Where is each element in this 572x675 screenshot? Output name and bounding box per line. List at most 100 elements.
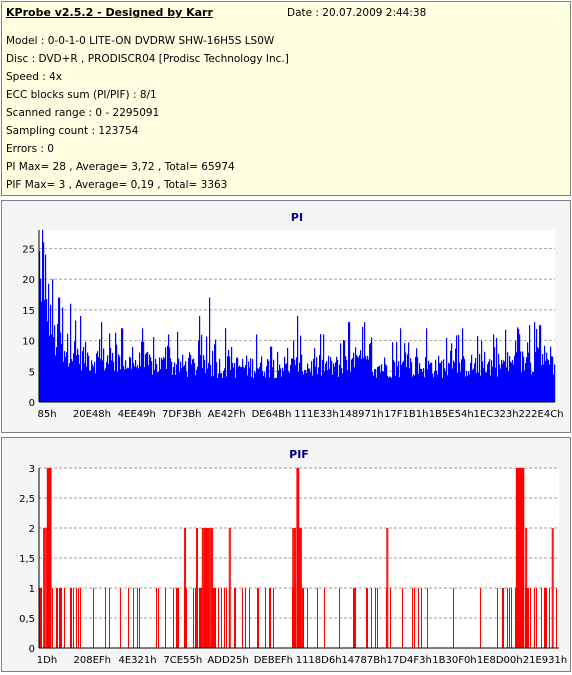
pif-bar — [302, 588, 303, 648]
pi-bar — [159, 357, 161, 402]
pif-bar — [201, 528, 203, 648]
pi-bar — [540, 325, 542, 402]
pif-bar — [196, 528, 198, 648]
pi-bar — [452, 368, 454, 402]
pi-bar — [82, 351, 84, 402]
pi-bar — [62, 307, 64, 402]
pi-bar — [279, 364, 281, 402]
pi-bar — [411, 362, 413, 402]
pi-bar — [413, 374, 415, 402]
pi-bar — [107, 355, 109, 402]
pif-bar — [355, 588, 356, 648]
pif-bar — [205, 528, 207, 648]
pi-bar — [237, 357, 239, 402]
pif-bar — [367, 588, 368, 648]
pi-bar — [123, 365, 125, 402]
pi-bar — [408, 342, 410, 402]
pif-bar — [212, 528, 214, 648]
pi-bar — [52, 279, 54, 402]
pi-bar — [317, 374, 319, 402]
pif-bar — [297, 468, 299, 648]
pi-bar — [250, 358, 252, 402]
pi-chart-panel: PI 0 5 10 15 20 25 85h 20E48h 4EE49h 7DF3Bh AE42Fh D… — [1, 200, 571, 433]
pif-x-tick-label: ADD25h — [207, 655, 248, 666]
pi-bar — [465, 376, 467, 402]
pi-bar — [286, 363, 288, 402]
pif-bar — [211, 528, 213, 648]
pi-bar — [49, 335, 51, 402]
pi-bar — [333, 363, 335, 402]
pi-bar — [544, 345, 546, 402]
pi-bar — [290, 364, 292, 402]
pi-bar — [91, 360, 93, 402]
pi-bar — [68, 366, 70, 402]
pi-bar — [431, 362, 433, 402]
pi-bar — [275, 377, 277, 402]
pi-bar — [370, 342, 372, 402]
pi-bar — [383, 371, 385, 402]
pi-bar — [56, 347, 58, 402]
pi-bar — [439, 363, 441, 402]
pi-bar — [194, 363, 196, 402]
pi-bar — [65, 356, 67, 402]
pi-bar — [393, 359, 395, 402]
pi-bar — [184, 365, 186, 402]
pif-bar — [386, 528, 388, 648]
info-line-pif-stats: PIF Max= 3 , Average= 0,19 , Total= 3363 — [6, 179, 228, 191]
pi-bar — [474, 363, 476, 402]
pif-bar — [52, 588, 53, 648]
pif-x-tick-label: 1Dh — [37, 655, 57, 666]
pi-bar — [523, 356, 525, 402]
pi-bar — [405, 352, 407, 402]
pi-bar — [113, 361, 115, 402]
pi-bar — [334, 366, 336, 402]
pi-bar — [249, 367, 251, 402]
pi-bar — [137, 365, 139, 402]
pif-bar — [59, 588, 60, 648]
pi-bar — [365, 355, 367, 402]
pi-bar — [145, 354, 147, 402]
pi-bar — [502, 363, 504, 402]
pi-bar — [518, 329, 520, 402]
scan-date: Date : 20.07.2009 2:44:38 — [287, 7, 427, 19]
pi-bar — [392, 342, 394, 402]
pi-bar — [543, 364, 545, 402]
pi-bar — [181, 368, 183, 402]
pif-bar — [503, 588, 504, 648]
pi-chart: PI 0 5 10 15 20 25 85h 20E48h 4EE49h 7DF3Bh AE42Fh D… — [22, 211, 563, 420]
pi-bars — [39, 230, 556, 402]
pi-bar — [455, 348, 457, 402]
pi-bar — [491, 360, 493, 402]
pi-bar — [43, 242, 45, 402]
pi-bar — [259, 367, 261, 402]
pi-bar — [443, 359, 445, 402]
pi-bar — [278, 370, 280, 402]
pif-bar — [56, 588, 57, 648]
pi-bar — [162, 359, 164, 402]
pif-bar — [375, 588, 376, 648]
pif-bar — [176, 588, 177, 648]
pi-bar — [41, 301, 43, 402]
pi-bar — [395, 375, 397, 402]
pi-bar — [380, 372, 382, 402]
pi-bar — [484, 351, 486, 402]
pif-y-tick-label: 2,5 — [19, 494, 35, 505]
pi-bar — [481, 340, 483, 402]
pi-bar — [515, 341, 517, 402]
pif-bar — [208, 528, 210, 648]
pif-bar — [195, 588, 196, 648]
pi-bar — [90, 370, 92, 402]
info-panel: KProbe v2.5.2 - Designed by Karr Date : … — [1, 1, 571, 196]
pi-bar — [55, 355, 57, 402]
pi-bar — [296, 357, 298, 402]
pi-x-tick-label: 85h — [37, 409, 56, 420]
pi-bar — [498, 353, 500, 402]
pif-bar — [228, 528, 230, 648]
pi-bar — [258, 369, 260, 402]
pi-bar — [461, 359, 463, 402]
pi-bar — [314, 348, 316, 402]
pi-bar — [50, 304, 52, 402]
pif-bar — [293, 528, 295, 648]
pif-bar — [525, 528, 527, 648]
pi-bar — [309, 368, 311, 402]
